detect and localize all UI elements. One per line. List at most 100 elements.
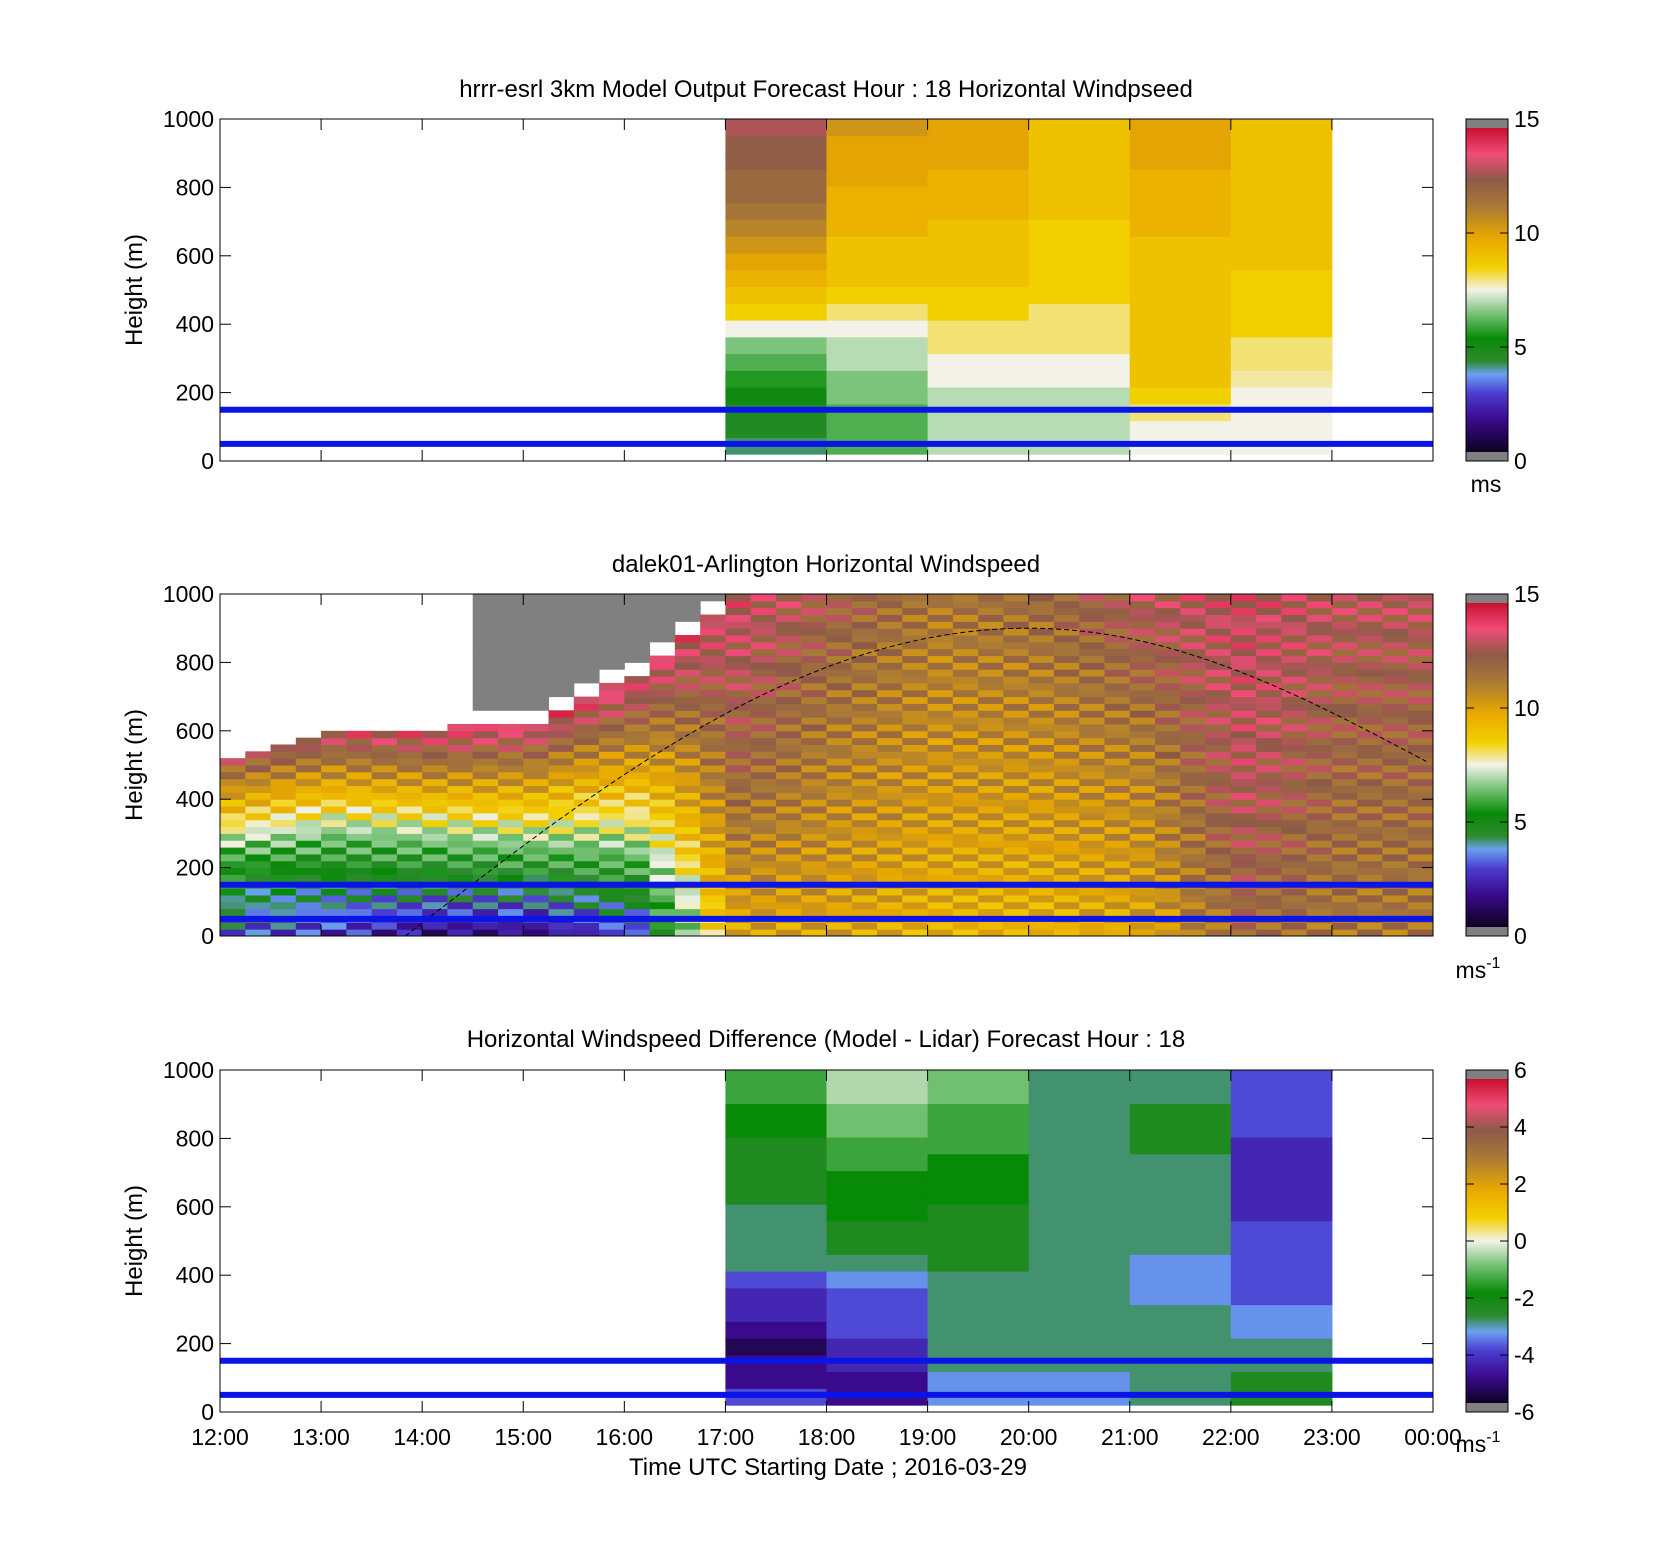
y-tick-label: 1000: [163, 581, 214, 607]
heatmap-cell: [902, 723, 929, 732]
heatmap-cell: [573, 717, 600, 725]
heatmap-cell: [1028, 765, 1055, 773]
heatmap-cell: [1382, 607, 1409, 616]
colorbar-under-cap: [1466, 927, 1508, 936]
heatmap-cell: [826, 1153, 929, 1172]
heatmap-cell: [422, 840, 448, 848]
heatmap-cell: [1306, 730, 1333, 739]
heatmap-cell: [801, 894, 827, 903]
heatmap-cell: [877, 901, 903, 910]
heatmap-cell: [573, 908, 600, 916]
heatmap-cell: [674, 744, 701, 752]
heatmap-cell: [1003, 648, 1030, 657]
heatmap-cell: [649, 826, 676, 834]
heatmap-cell: [523, 929, 550, 937]
heatmap-cell: [1382, 908, 1409, 916]
heatmap-cell: [1053, 806, 1080, 814]
heatmap-cell: [927, 648, 954, 657]
x-tick-label: 12:00: [191, 1424, 249, 1450]
heatmap-cell: [396, 888, 423, 896]
heatmap-cell: [599, 922, 625, 930]
heatmap-cell: [902, 621, 929, 629]
heatmap-cell: [801, 819, 827, 828]
heatmap-cell: [927, 1220, 1030, 1239]
heatmap-cell: [775, 826, 802, 834]
heatmap-cell: [1129, 1220, 1232, 1239]
heatmap-cell: [700, 730, 726, 739]
heatmap-cell: [1357, 682, 1383, 691]
heatmap-cell: [649, 600, 676, 609]
heatmap-cell: [952, 867, 979, 875]
heatmap-cell: [1003, 717, 1030, 725]
heatmap-cell: [1230, 135, 1333, 154]
heatmap-cell: [472, 703, 499, 711]
heatmap-cell: [1230, 635, 1257, 643]
heatmap-cell: [927, 1120, 1030, 1138]
heatmap-cell: [1129, 320, 1232, 338]
heatmap-cell: [801, 607, 827, 616]
heatmap-cell: [1256, 867, 1282, 875]
heatmap-cell: [371, 819, 398, 828]
heatmap-cell: [978, 867, 1004, 875]
heatmap-cell: [295, 888, 322, 896]
heatmap-cell: [1407, 648, 1434, 657]
heatmap-cell: [775, 908, 802, 916]
heatmap-cell: [548, 874, 575, 882]
heatmap-cell: [396, 819, 423, 828]
heatmap-cell: [1053, 867, 1080, 875]
heatmap-cell: [649, 888, 676, 896]
heatmap-cell: [497, 785, 524, 793]
heatmap-cell: [1306, 833, 1333, 841]
heatmap-cell: [497, 888, 524, 896]
heatmap-cell: [1053, 641, 1080, 650]
heatmap-cell: [599, 894, 625, 903]
heatmap-cell: [826, 860, 853, 869]
heatmap-cell: [826, 730, 853, 739]
heatmap-cell: [1230, 894, 1257, 903]
heatmap-cell: [826, 286, 929, 304]
colorbar-under-cap: [1466, 452, 1508, 461]
heatmap-cell: [1155, 792, 1181, 800]
heatmap-cell: [1079, 621, 1105, 629]
heatmap-cell: [674, 696, 701, 704]
heatmap-cell: [1129, 765, 1156, 773]
heatmap-cell: [775, 710, 802, 718]
heatmap-cell: [245, 812, 272, 821]
heatmap-cell: [472, 908, 499, 916]
heatmap-cell: [674, 758, 701, 766]
heatmap-cell: [1205, 717, 1232, 725]
heatmap-cell: [700, 894, 726, 903]
heatmap-cell: [371, 744, 398, 752]
heatmap-cell: [1028, 600, 1055, 609]
heatmap-cell: [978, 860, 1004, 869]
heatmap-cell: [674, 682, 701, 691]
heatmap-cell: [497, 771, 524, 780]
heatmap-cell: [1003, 751, 1030, 759]
heatmap-cell: [1155, 929, 1181, 937]
heatmap-cell: [1053, 621, 1080, 629]
heatmap-cell: [775, 819, 802, 828]
heatmap-cell: [775, 669, 802, 677]
colorbar-over-cap: [1466, 594, 1508, 603]
heatmap-cell: [1382, 840, 1409, 848]
heatmap-cell: [674, 641, 701, 650]
heatmap-cell: [497, 628, 524, 636]
heatmap-cell: [573, 833, 600, 841]
heatmap-cell: [573, 922, 600, 930]
heatmap-cell: [1129, 1204, 1232, 1222]
heatmap-cell: [725, 1220, 827, 1239]
heatmap-cell: [472, 771, 499, 780]
heatmap-cell: [1129, 717, 1156, 725]
heatmap-cell: [1306, 778, 1333, 787]
heatmap-cell: [396, 847, 423, 855]
heatmap-cell: [497, 744, 524, 752]
heatmap-cell: [902, 929, 929, 937]
heatmap-cell: [877, 888, 903, 896]
heatmap-cell: [422, 792, 448, 800]
heatmap-cell: [1230, 929, 1257, 937]
heatmap-cell: [1079, 676, 1105, 684]
heatmap-cell: [321, 867, 347, 875]
heatmap-cell: [1205, 908, 1232, 916]
heatmap-cell: [1357, 922, 1383, 930]
